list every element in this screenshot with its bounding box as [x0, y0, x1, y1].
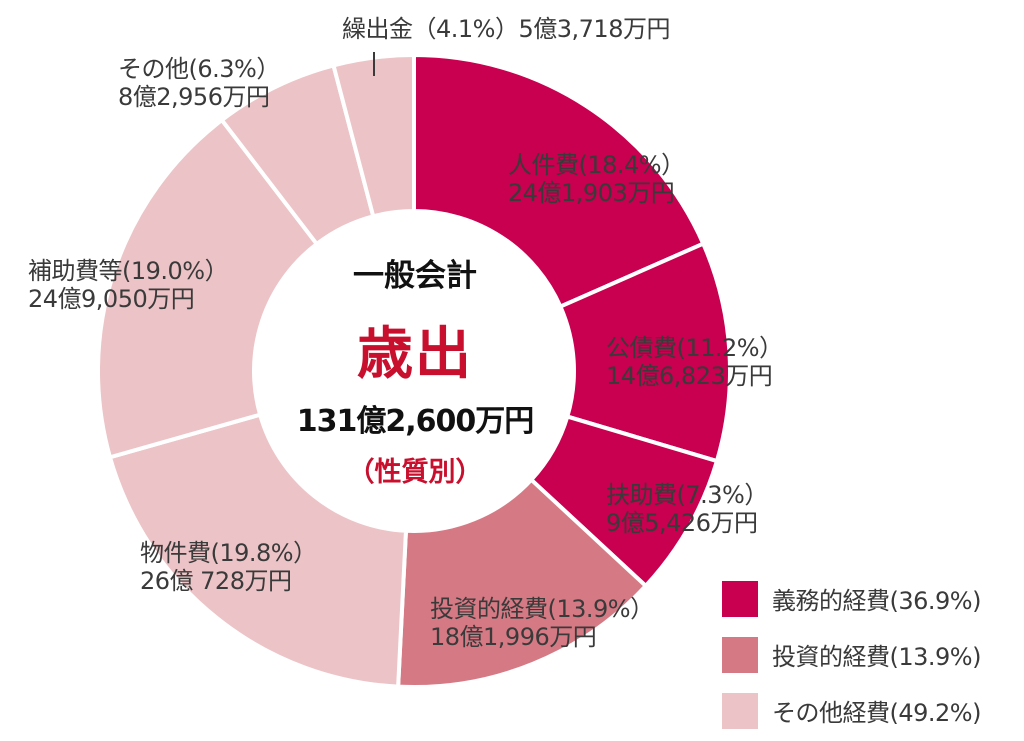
label-goods: 物件費(19.8%） 26億 728万円 — [140, 539, 318, 595]
legend-item: その他経費(49.2%) — [722, 692, 981, 729]
slice-percent: （4.1%） — [412, 15, 519, 43]
slice-amount: 5億3,718万円 — [518, 15, 670, 43]
slice-percent: (19.0%） — [122, 257, 229, 285]
chart-heading: 歳出 — [357, 322, 473, 387]
slice-amount: 24億9,050万円 — [28, 284, 195, 313]
slice-name: 投資的経費 — [430, 595, 548, 623]
legend-swatch — [722, 636, 758, 673]
label-debt: 公債費(11.2%） 14億6,823万円 — [606, 334, 784, 390]
slice-補助費等 — [96, 118, 319, 460]
legend-label: 投資的経費(13.9%) — [772, 643, 981, 671]
slice-percent: (7.3%） — [676, 481, 769, 509]
label-assistance: 扶助費(7.3%） 9億5,426万円 — [606, 481, 769, 537]
slice-amount: 18億1,996万円 — [430, 622, 597, 651]
label-subsidy: 補助費等(19.0%） 24億9,050万円 — [28, 257, 229, 313]
slice-物件費 — [107, 412, 408, 689]
legend-item: 義務的経費(36.9%) — [722, 580, 981, 617]
chart-total: 131億2,600万円 — [296, 404, 535, 439]
slice-amount: 8億2,956万円 — [118, 82, 270, 111]
label-investment: 投資的経費(13.9%） 18億1,996万円 — [430, 595, 655, 651]
legend-swatch — [722, 580, 758, 617]
label-transfer: 繰出金（4.1%）5億3,718万円 — [342, 15, 670, 44]
slice-percent: (11.2%） — [676, 334, 784, 362]
chart-subtitle: （性質別） — [347, 457, 483, 488]
chart-title: 一般会計 — [353, 258, 477, 294]
slice-percent: (18.4%） — [578, 151, 686, 179]
slice-percent: (19.8%） — [210, 539, 318, 567]
slice-amount: 14億6,823万円 — [606, 361, 773, 390]
slice-name: 補助費等 — [28, 257, 123, 285]
legend-label: その他経費(49.2%) — [772, 699, 981, 727]
slice-percent: (13.9%） — [547, 595, 655, 623]
legend: 義務的経費(36.9%) 投資的経費(13.9%) その他経費(49.2%) — [722, 580, 981, 729]
slice-繰出金 — [331, 53, 416, 219]
legend-label: 義務的経費(36.9%) — [772, 587, 981, 615]
slice-name: 繰出金 — [342, 15, 413, 43]
slice-人件費 — [412, 53, 706, 309]
slice-name: 公債費 — [606, 334, 677, 362]
legend-swatch — [722, 692, 758, 729]
slice-公債費 — [558, 241, 732, 464]
donut-center: 一般会計 歳出 131億2,600万円 （性質別） — [260, 225, 570, 489]
slice-percent: (6.3%） — [188, 55, 281, 83]
slice-name: 人件費 — [508, 151, 579, 179]
slice-name: その他 — [118, 55, 189, 83]
label-personnel: 人件費(18.4%） 24億1,903万円 — [508, 151, 686, 207]
slice-投資的経費 — [396, 477, 648, 689]
slice-name: 物件費 — [140, 539, 211, 567]
legend-item: 投資的経費(13.9%) — [722, 636, 981, 673]
slice-amount: 24億1,903万円 — [508, 178, 675, 207]
slice-name: 扶助費 — [606, 481, 677, 509]
slice-amount: 26億 728万円 — [140, 566, 292, 595]
slice-amount: 9億5,426万円 — [606, 508, 758, 537]
label-other: その他(6.3%） 8億2,956万円 — [118, 55, 281, 111]
